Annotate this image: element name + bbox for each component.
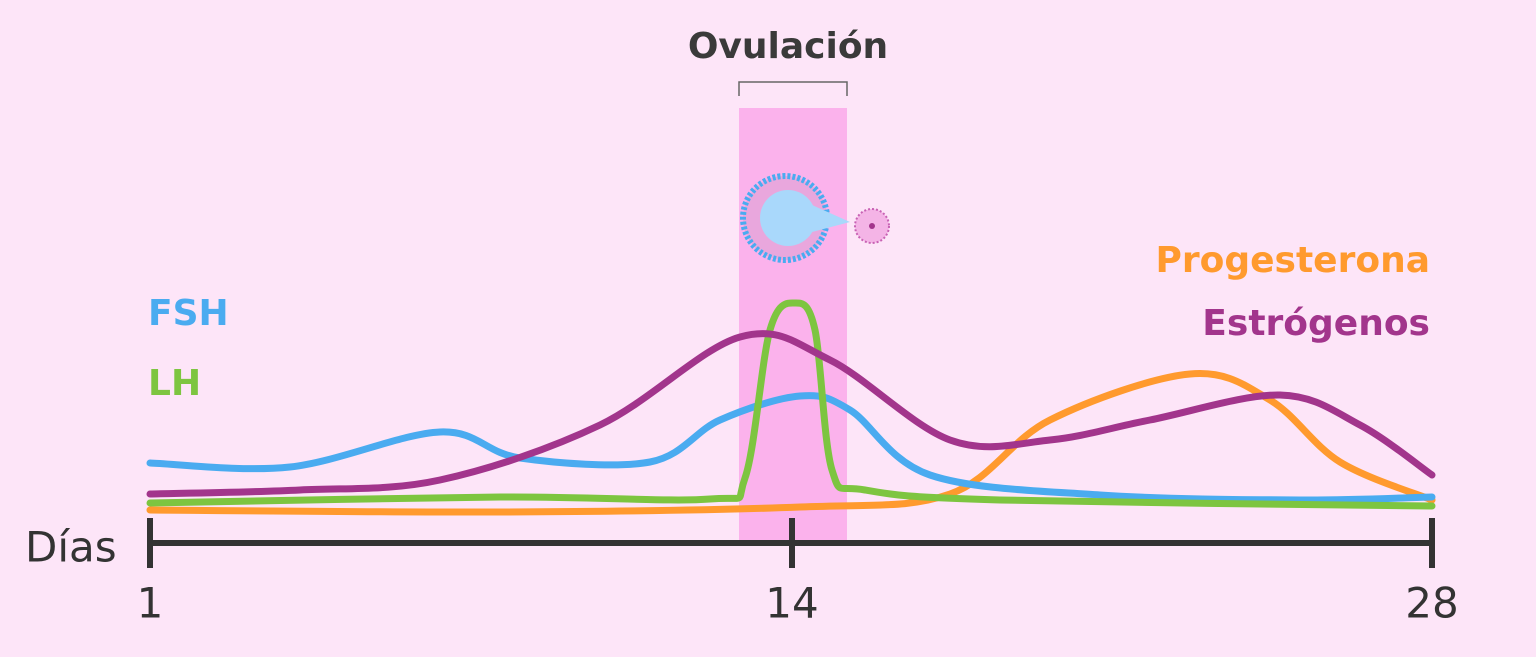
hormone-curve bbox=[146, 370, 1436, 516]
hormone-curve bbox=[146, 392, 1436, 504]
tick-label: 1 bbox=[137, 579, 164, 628]
legend-label: Progesterona bbox=[1155, 240, 1430, 281]
axis-label: Días bbox=[25, 523, 117, 572]
legend-label: LH bbox=[148, 363, 201, 404]
bracket bbox=[738, 81, 848, 96]
ovum-illustration bbox=[740, 173, 890, 263]
nucleus bbox=[869, 223, 875, 229]
curves bbox=[146, 299, 1436, 516]
follicle-cavity bbox=[760, 190, 816, 246]
rupture bbox=[812, 205, 850, 232]
tick-label: 14 bbox=[765, 579, 818, 628]
title: Ovulación bbox=[688, 26, 888, 67]
hormone-curve bbox=[146, 330, 1436, 498]
legend-label: FSH bbox=[148, 293, 229, 334]
hormone-curve bbox=[146, 299, 1436, 510]
tick-label: 28 bbox=[1405, 579, 1458, 628]
legend-label: Estrógenos bbox=[1202, 303, 1430, 344]
